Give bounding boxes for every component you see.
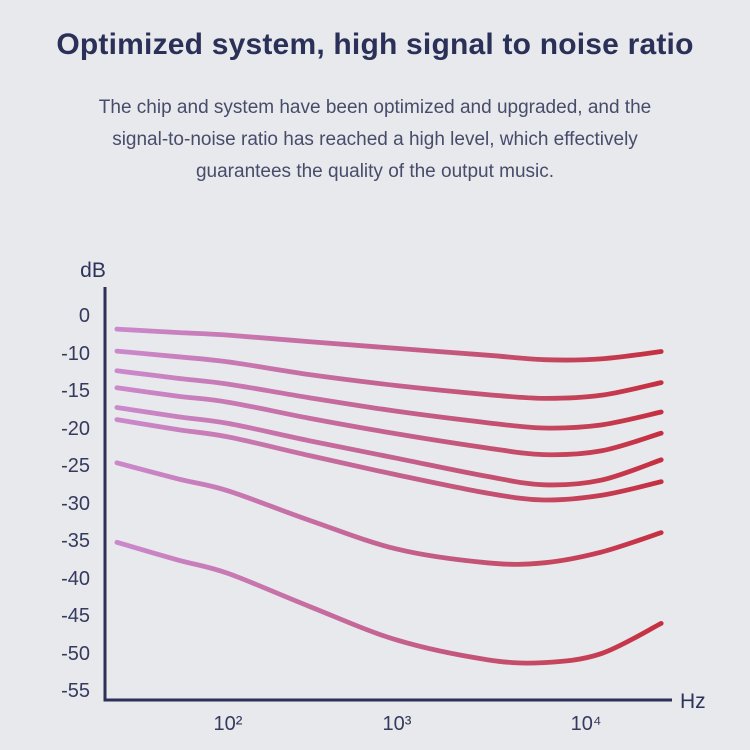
subtitle-line: guarantees the quality of the output mus… xyxy=(195,161,555,182)
y-tick-label: -25 xyxy=(61,455,90,477)
y-tick-label: -40 xyxy=(61,568,90,590)
axis-lines xyxy=(103,287,672,702)
y-axis-unit-label: dB xyxy=(80,259,106,282)
y-tick-label: -45 xyxy=(61,605,90,627)
response-curve-curve-2 xyxy=(114,348,664,401)
x-tick-label: 10⁴ xyxy=(571,713,602,735)
y-tick-label: -50 xyxy=(61,643,90,665)
subtitle-line: The chip and system have been optimized … xyxy=(98,97,652,118)
subtitle: The chip and system have been optimized … xyxy=(0,92,750,188)
response-curves xyxy=(114,326,664,666)
y-tick-label: -55 xyxy=(61,680,90,702)
x-tick-label: 10² xyxy=(214,713,243,735)
subtitle-line: signal-to-noise ratio has reached a high… xyxy=(112,129,638,150)
response-curve-curve-8 xyxy=(114,539,664,666)
response-curve-curve-5 xyxy=(114,405,664,488)
y-tick-label: -15 xyxy=(61,380,90,402)
response-curve-curve-3 xyxy=(114,368,664,431)
response-curve-curve-4 xyxy=(114,385,664,458)
response-curve-curve-6 xyxy=(114,417,664,503)
page-title: Optimized system, high signal to noise r… xyxy=(56,28,694,61)
x-tick-label: 10³ xyxy=(383,713,412,735)
y-tick-label: 0 xyxy=(79,305,90,327)
x-axis-unit-label: Hz xyxy=(680,690,706,713)
response-curve-curve-7 xyxy=(114,460,664,567)
y-tick-label: -30 xyxy=(61,493,90,515)
y-tick-label: -35 xyxy=(61,530,90,552)
response-curve-curve-1 xyxy=(114,326,664,363)
y-tick-label: -20 xyxy=(61,418,90,440)
y-tick-label: -10 xyxy=(61,343,90,365)
